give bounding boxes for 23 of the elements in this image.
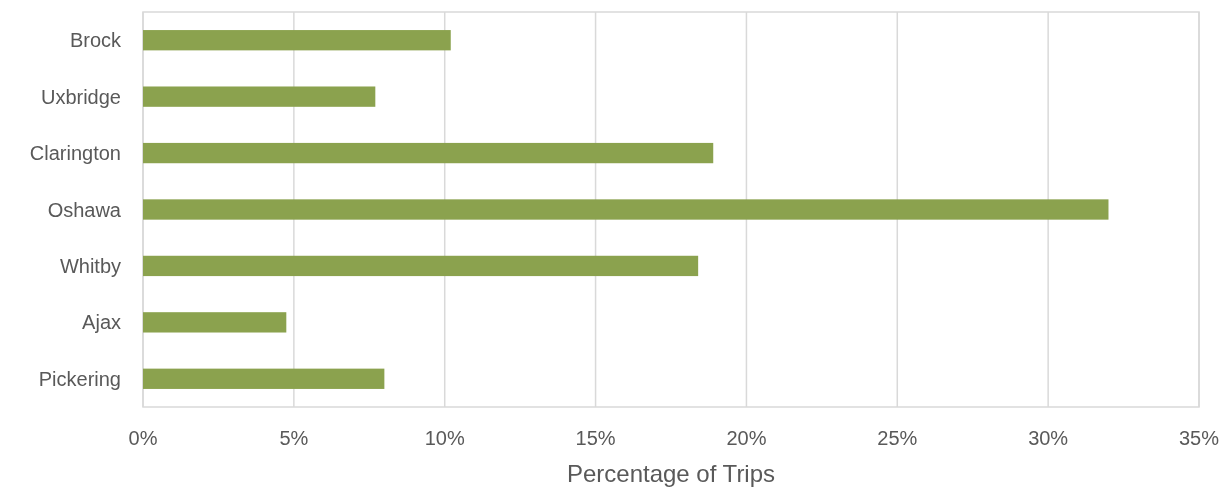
y-tick-label: Uxbridge	[40, 85, 121, 108]
y-tick-label: Clarington	[29, 142, 121, 165]
y-tick-label: Brock	[69, 29, 122, 52]
y-tick-label: Pickering	[38, 367, 121, 390]
bar	[143, 199, 1109, 220]
bar	[143, 142, 714, 164]
x-tick-label: 15%	[575, 427, 616, 449]
bar	[143, 312, 287, 333]
bar	[143, 368, 385, 389]
x-tick-label: 35%	[1178, 427, 1220, 449]
y-tick-label: Ajax	[82, 311, 121, 334]
x-tick-label: 0%	[128, 427, 158, 449]
bar	[143, 30, 451, 51]
bar	[143, 86, 376, 107]
y-tick-label: Oshawa	[47, 198, 122, 221]
x-tick-label: 5%	[279, 427, 309, 449]
x-axis-title: Percentage of Trips	[566, 460, 776, 487]
bar	[143, 255, 699, 277]
x-tick-label: 25%	[877, 427, 918, 449]
x-tick-label: 20%	[726, 427, 767, 449]
y-tick-label: Whitby	[59, 254, 121, 277]
x-tick-label: 30%	[1028, 427, 1069, 449]
x-tick-label: 10%	[424, 427, 465, 449]
